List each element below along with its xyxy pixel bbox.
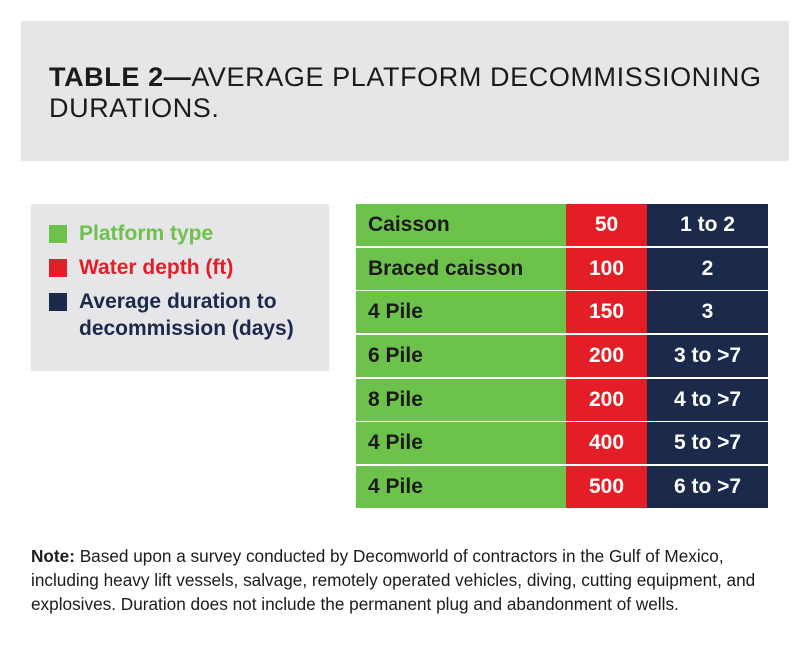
table-row: Braced caisson 100 2 [356,247,768,290]
duration-cell: 4 to >7 [647,378,768,421]
legend-label: Average duration to decommission (days) [79,288,294,342]
legend-label: Water depth (ft) [79,256,234,279]
green-swatch-icon [49,225,67,243]
note-label: Note: [31,546,75,566]
legend-item-platform-type: Platform type [49,220,329,247]
table-row: 4 Pile 500 6 to >7 [356,466,768,509]
note-text: Based upon a survey conducted by Decomwo… [31,546,756,614]
water-depth-cell: 200 [566,378,647,421]
water-depth-cell: 100 [566,247,647,290]
table-title-text: AVERAGE PLATFORM DECOMMISSIONING [191,62,762,92]
red-swatch-icon [49,259,67,277]
table-note: Note: Based upon a survey conducted by D… [31,544,773,616]
water-depth-cell: 200 [566,335,647,378]
table-title-line-1: TABLE 2—AVERAGE PLATFORM DECOMMISSIONING [49,62,789,93]
table-row: 8 Pile 200 4 to >7 [356,378,768,421]
table-row: Caisson 50 1 to 2 [356,204,768,246]
duration-cell: 2 [647,247,768,290]
table-row: 4 Pile 400 5 to >7 [356,422,768,465]
table-row: 4 Pile 150 3 [356,291,768,334]
duration-cell: 1 to 2 [647,204,768,246]
title-banner: TABLE 2—AVERAGE PLATFORM DECOMMISSIONING… [21,21,789,161]
platform-type-cell: 4 Pile [356,422,566,465]
table-number: TABLE 2— [49,62,192,92]
water-depth-cell: 500 [566,466,647,509]
platform-type-cell: 4 Pile [356,466,566,509]
legend-item-duration: Average duration to decommission (days) [49,288,329,342]
platform-type-cell: Braced caisson [356,247,566,290]
legend-label-line-1: Average duration to [79,290,277,313]
duration-cell: 3 to >7 [647,335,768,378]
legend-label-line-2: decommission (days) [79,317,294,340]
platform-type-cell: 8 Pile [356,378,566,421]
navy-swatch-icon [49,293,67,311]
legend-label: Platform type [79,222,214,245]
decommissioning-table: Caisson 50 1 to 2 Braced caisson 100 2 4… [356,204,768,510]
table-title-line-2: DURATIONS. [49,93,220,123]
table-row: 6 Pile 200 3 to >7 [356,335,768,378]
platform-type-cell: Caisson [356,204,566,246]
water-depth-cell: 150 [566,291,647,334]
duration-cell: 3 [647,291,768,334]
legend-item-water-depth: Water depth (ft) [49,254,329,281]
water-depth-cell: 400 [566,422,647,465]
legend: Platform type Water depth (ft) Average d… [31,204,329,371]
water-depth-cell: 50 [566,204,647,246]
platform-type-cell: 6 Pile [356,335,566,378]
duration-cell: 6 to >7 [647,466,768,509]
duration-cell: 5 to >7 [647,422,768,465]
platform-type-cell: 4 Pile [356,291,566,334]
